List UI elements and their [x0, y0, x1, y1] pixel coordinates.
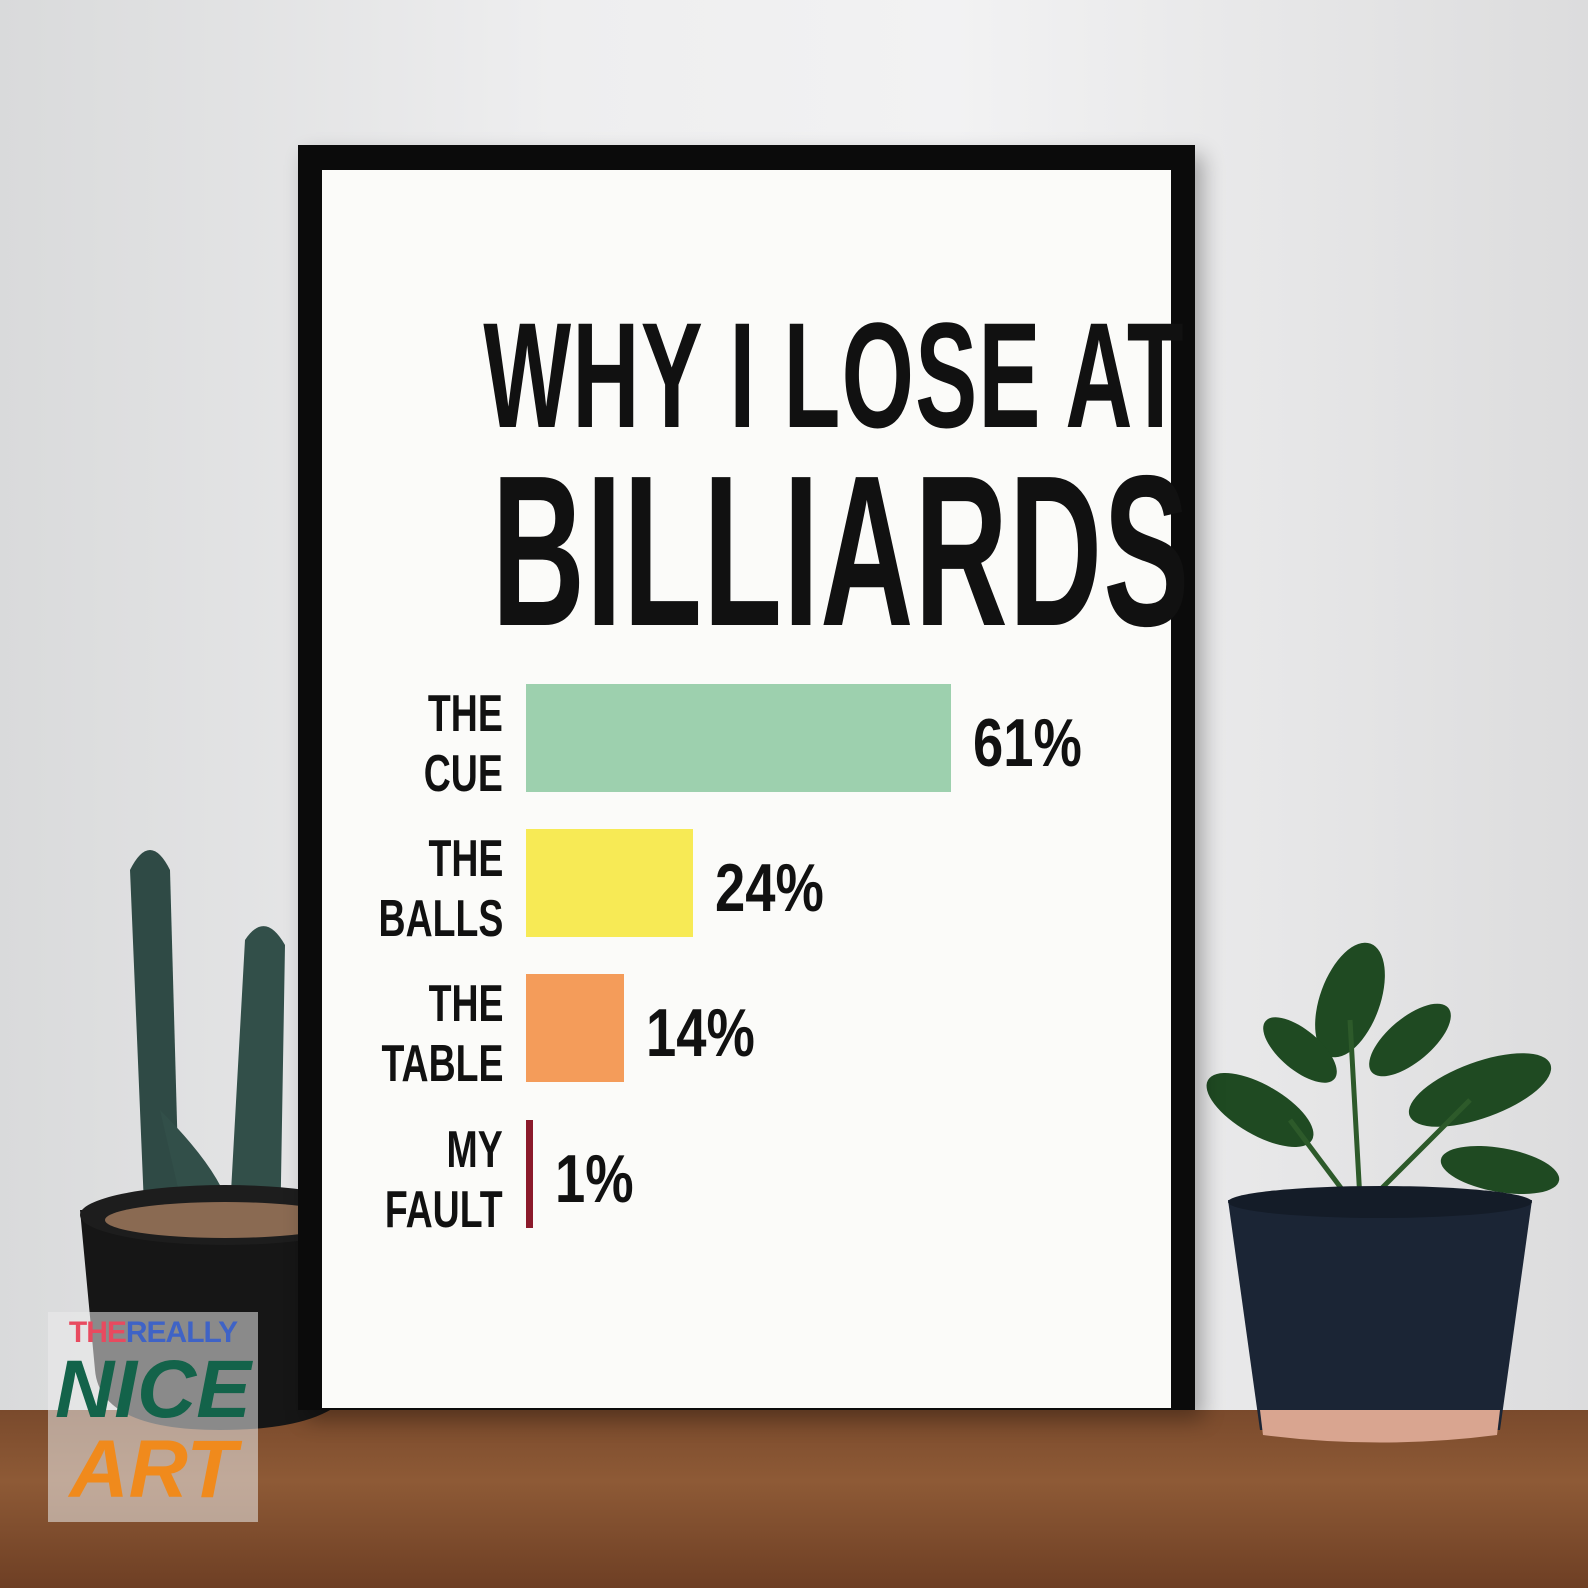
- bar: [526, 829, 694, 937]
- category-label-line: BALLS: [378, 890, 503, 948]
- logo-art: ART: [69, 1424, 237, 1515]
- chart-title-line-1: WHY I LOSE AT: [483, 291, 1185, 459]
- watermark-logo: THEREALLY NICE ART: [48, 1312, 258, 1522]
- bar: [526, 1120, 533, 1228]
- bar-row: THE CUE 61%: [322, 684, 1171, 803]
- category-label-line: TABLE: [380, 1035, 503, 1093]
- category-label-line: FAULT: [385, 1181, 503, 1239]
- value-label: 1%: [554, 1141, 634, 1217]
- bar-row: MY FAULT 1%: [322, 1120, 1171, 1239]
- category-label: THE CUE: [424, 684, 503, 804]
- potted-plant: [1206, 942, 1560, 1443]
- chart-title-line-2: BILLIARDS: [491, 430, 1191, 671]
- logo-nice: NICE: [55, 1344, 251, 1435]
- value-label: 24%: [715, 850, 825, 926]
- category-label: THE TABLE: [381, 974, 503, 1094]
- category-label-line: MY: [446, 1121, 503, 1179]
- logo-really: REALLY: [125, 1316, 238, 1349]
- poster: WHY I LOSE AT BILLIARDS THE CUE 61% THE BALL…: [322, 170, 1191, 1408]
- category-label-line: CUE: [423, 745, 503, 803]
- value-label: 14%: [645, 995, 755, 1071]
- category-label: MY FAULT: [385, 1120, 503, 1240]
- category-label: THE BALLS: [378, 829, 503, 949]
- bar-row: THE TABLE 14%: [322, 974, 1171, 1093]
- bar: [526, 684, 952, 792]
- value-label: 61%: [973, 705, 1083, 781]
- logo-the: THE: [68, 1316, 127, 1349]
- bar: [526, 974, 624, 1082]
- bar-row: THE BALLS 24%: [322, 829, 1171, 948]
- category-label-line: THE: [428, 975, 503, 1033]
- category-label-line: THE: [428, 830, 503, 888]
- poster-frame: WHY I LOSE AT BILLIARDS THE CUE 61% THE BALL…: [298, 145, 1195, 1410]
- category-label-line: THE: [428, 685, 503, 743]
